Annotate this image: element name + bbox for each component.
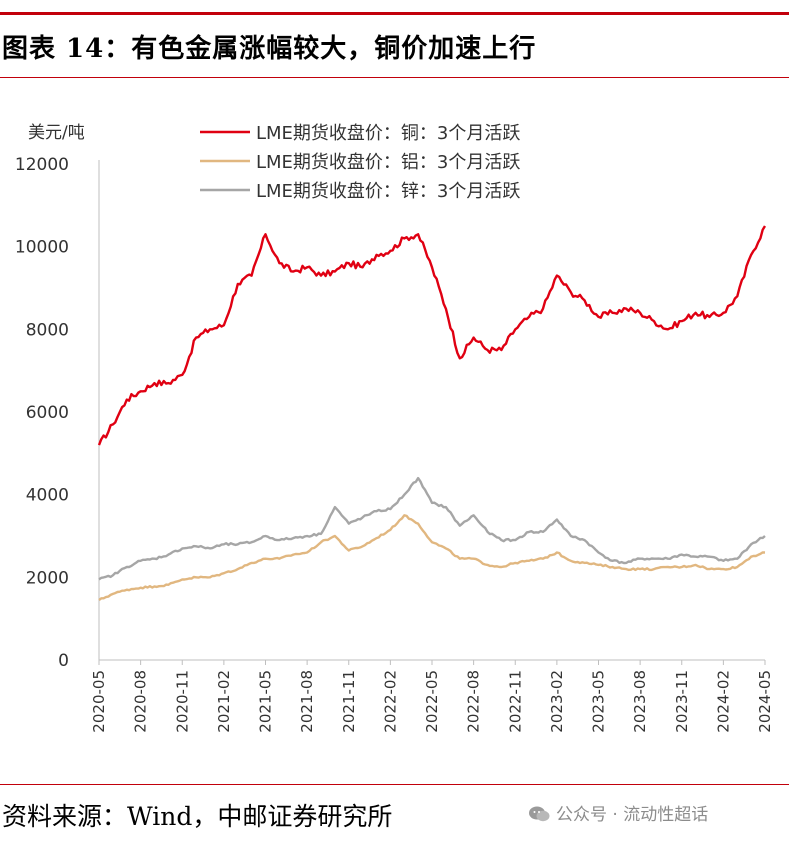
x-tick-label: 2024-05 bbox=[756, 670, 774, 733]
x-tick-label: 2021-08 bbox=[298, 670, 316, 733]
y-tick-label: 6000 bbox=[26, 403, 69, 423]
y-tick-label: 0 bbox=[58, 651, 69, 671]
x-tick-label: 2020-05 bbox=[90, 670, 108, 733]
x-tick-label: 2022-05 bbox=[423, 670, 441, 733]
y-tick-label: 2000 bbox=[26, 568, 69, 588]
y-axis-unit-label: 美元/吨 bbox=[28, 123, 85, 143]
watermark-text: 公众号 · 流动性超话 bbox=[556, 805, 709, 825]
series-line-3 bbox=[98, 476, 766, 581]
x-tick-label: 2023-11 bbox=[673, 670, 691, 733]
top-rule bbox=[0, 12, 789, 15]
x-tick-label: 2023-08 bbox=[631, 670, 649, 733]
x-tick-label: 2020-08 bbox=[132, 670, 150, 733]
figure-title: 图表 14：有色金属涨幅较大，铜价加速上行 bbox=[2, 34, 537, 64]
title-rule bbox=[0, 77, 789, 78]
series-line-2 bbox=[98, 514, 766, 602]
line-chart: 0 2000 4000 6000 8000 10000 12000 2020-05 2020-0… bbox=[15, 123, 774, 733]
y-tick-label: 10000 bbox=[15, 238, 69, 258]
legend-label: LME期货收盘价：铝：3个月活跃 bbox=[256, 152, 520, 173]
y-tick-label: 8000 bbox=[26, 320, 69, 340]
y-tick-label: 12000 bbox=[15, 155, 69, 175]
x-tick-label: 2020-11 bbox=[173, 670, 191, 733]
x-tick-label: 2021-05 bbox=[257, 670, 275, 733]
wechat-icon bbox=[529, 806, 550, 822]
x-tick-label: 2023-05 bbox=[590, 670, 608, 733]
x-tick-label: 2024-02 bbox=[714, 670, 732, 733]
x-tick-label: 2022-08 bbox=[465, 670, 483, 733]
x-tick-label: 2021-02 bbox=[215, 670, 233, 733]
bottom-rule bbox=[0, 784, 789, 785]
legend-label: LME期货收盘价：锌：3个月活跃 bbox=[256, 181, 520, 202]
source-note: 资料来源：Wind，中邮证券研究所 bbox=[2, 802, 393, 831]
legend-label: LME期货收盘价：铜：3个月活跃 bbox=[256, 123, 520, 144]
x-tick-label: 2021-11 bbox=[340, 670, 358, 733]
y-tick-label: 4000 bbox=[26, 486, 69, 506]
x-tick-label: 2022-11 bbox=[506, 670, 524, 733]
x-tick-label: 2023-02 bbox=[548, 670, 566, 733]
series-line-1 bbox=[97, 225, 767, 446]
x-tick-label: 2022-02 bbox=[381, 670, 399, 733]
watermark: 公众号 · 流动性超话 bbox=[528, 800, 708, 825]
